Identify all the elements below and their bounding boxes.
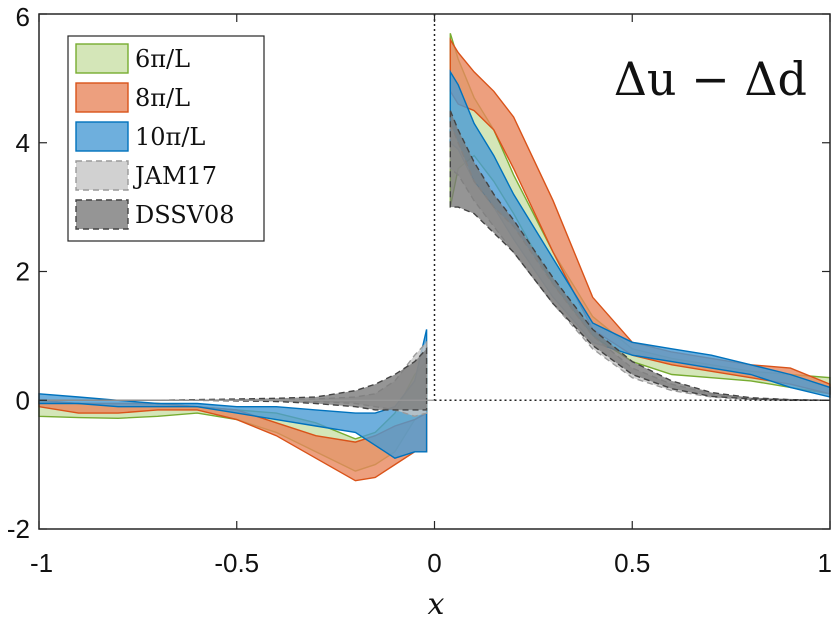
legend-swatch: [75, 43, 129, 74]
legend-swatch: [75, 82, 129, 113]
y-tick-label: -2: [7, 514, 30, 544]
legend-swatch: [75, 121, 129, 152]
legend-swatch: [75, 199, 129, 230]
x-tick-label: 1: [818, 548, 832, 578]
legend-label: JAM17: [132, 162, 217, 190]
y-tick-label: 0: [16, 385, 30, 415]
x-tick-label: 0.5: [614, 548, 650, 578]
legend-label: 8π/L: [135, 84, 190, 112]
y-tick-label: 2: [16, 257, 30, 287]
legend-label: 10π/L: [135, 123, 205, 151]
annotation-label: Δu − Δd: [614, 52, 807, 106]
band-right-4: [449, 110, 831, 401]
reference-lines: [39, 14, 830, 401]
legend-label: DSSV08: [135, 201, 235, 229]
x-tick-label: -0.5: [214, 548, 259, 578]
x-tick-label: -1: [30, 548, 53, 578]
y-tick-label: 6: [16, 2, 30, 32]
x-axis-label: x: [428, 587, 445, 622]
band-left-2: [38, 329, 428, 459]
legend: 6π/L 8π/L 10π/L JAM17 DSSV08: [67, 35, 265, 242]
x-tick-label: 0: [427, 548, 441, 578]
axis-ticks: -1 -0.5 0 0.5 1 -2 0 2 4 6: [7, 2, 832, 578]
legend-swatch: [75, 160, 129, 191]
legend-label: 6π/L: [135, 45, 190, 73]
y-tick-label: 4: [16, 128, 30, 158]
